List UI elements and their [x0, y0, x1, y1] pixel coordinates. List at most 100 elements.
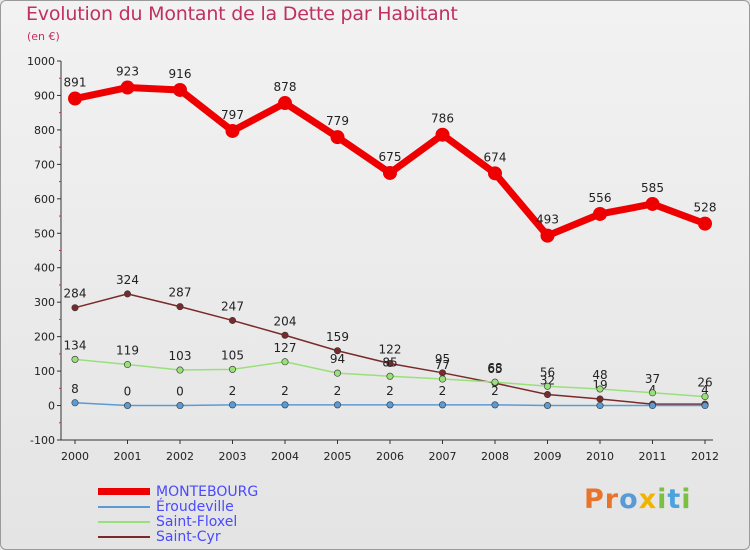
data-point-montebourg — [225, 123, 240, 138]
legend-label-eroudeville: Éroudeville — [156, 499, 234, 515]
data-point-saint-floxel — [71, 355, 79, 363]
legend-swatch-eroudeville — [98, 506, 150, 508]
legend-swatch-montebourg — [98, 488, 150, 495]
data-label-eroudeville: 2 — [281, 384, 289, 398]
data-point-saint-cyr — [71, 304, 79, 312]
y-tick-label: -100 — [30, 434, 55, 447]
data-point-eroudeville — [438, 401, 446, 409]
data-label-montebourg: 674 — [484, 150, 507, 164]
data-label-saint-floxel: 119 — [116, 344, 139, 358]
data-point-saint-cyr — [124, 290, 132, 298]
data-label-saint-cyr: 204 — [274, 314, 297, 328]
logo-letter: i — [681, 484, 692, 515]
data-label-saint-floxel: 48 — [592, 368, 607, 382]
logo-letter: P — [584, 484, 605, 515]
y-tick-label: 100 — [34, 365, 55, 378]
data-label-eroudeville: 0 — [124, 385, 132, 399]
chart-subtitle: (en €) — [27, 30, 60, 43]
data-point-saint-floxel — [176, 366, 184, 374]
data-point-saint-cyr — [176, 303, 184, 311]
data-label-montebourg: 797 — [221, 108, 244, 122]
data-point-saint-cyr — [596, 395, 604, 403]
data-label-montebourg: 585 — [641, 181, 664, 195]
x-tick-label: 2005 — [324, 450, 352, 463]
data-point-montebourg — [120, 80, 135, 95]
data-point-montebourg — [330, 130, 345, 145]
data-point-eroudeville — [701, 402, 709, 410]
data-label-saint-cyr: 95 — [435, 352, 450, 366]
data-label-eroudeville: 2 — [334, 384, 342, 398]
logo-letter: o — [619, 484, 639, 515]
data-point-montebourg — [698, 216, 712, 231]
data-label-saint-cyr: 159 — [326, 330, 349, 344]
data-point-saint-floxel — [333, 369, 341, 377]
data-label-saint-cyr: 324 — [116, 273, 139, 287]
x-tick-label: 2009 — [534, 450, 562, 463]
data-label-montebourg: 916 — [169, 67, 192, 81]
logo-letter: x — [638, 484, 658, 515]
data-label-montebourg: 878 — [274, 80, 297, 94]
data-label-saint-floxel: 56 — [540, 365, 555, 379]
data-label-saint-cyr: 65 — [487, 362, 502, 376]
data-point-montebourg — [383, 165, 397, 180]
data-point-saint-floxel — [701, 393, 709, 401]
data-point-eroudeville — [229, 401, 237, 409]
data-point-montebourg — [278, 96, 292, 111]
data-point-montebourg — [173, 82, 187, 97]
data-label-saint-cyr: 287 — [169, 286, 192, 300]
logo-letter: i — [657, 484, 668, 515]
logo-letter: r — [604, 484, 620, 515]
x-tick-label: 2001 — [114, 450, 142, 463]
data-point-saint-cyr — [543, 391, 551, 399]
data-point-saint-cyr — [333, 347, 341, 355]
data-label-saint-floxel: 68 — [487, 361, 502, 375]
y-tick-label: 300 — [34, 296, 55, 309]
x-tick-label: 2012 — [691, 450, 719, 463]
x-tick-label: 2004 — [271, 450, 299, 463]
data-label-saint-floxel: 105 — [221, 348, 244, 362]
data-point-eroudeville — [648, 402, 656, 410]
data-point-saint-floxel — [596, 385, 604, 393]
data-point-saint-cyr — [281, 331, 289, 339]
x-tick-label: 2011 — [639, 450, 667, 463]
data-label-eroudeville: 2 — [386, 384, 394, 398]
proxiti-logo: Proxiti — [584, 484, 692, 515]
data-point-saint-floxel — [229, 365, 237, 373]
data-label-saint-floxel: 103 — [169, 349, 192, 363]
x-tick-label: 2006 — [376, 450, 404, 463]
logo-letter: t — [667, 484, 682, 515]
legend-label-montebourg: MONTEBOURG — [156, 484, 259, 500]
data-point-eroudeville — [124, 402, 132, 410]
data-label-montebourg: 923 — [116, 65, 139, 79]
data-label-saint-floxel: 26 — [697, 376, 712, 390]
legend-label-saint-floxel: Saint-Floxel — [156, 514, 238, 530]
y-tick-label: 700 — [34, 158, 55, 171]
legend-swatch-saint-floxel — [98, 521, 150, 523]
data-point-saint-floxel — [386, 372, 394, 380]
x-tick-label: 2002 — [166, 450, 194, 463]
data-point-eroudeville — [71, 399, 79, 407]
data-point-saint-cyr — [229, 316, 237, 324]
data-point-montebourg — [68, 91, 82, 106]
x-tick-label: 2008 — [481, 450, 509, 463]
y-tick-label: 500 — [34, 227, 55, 240]
data-point-saint-floxel — [124, 361, 132, 369]
data-label-saint-floxel: 85 — [382, 355, 397, 369]
data-label-saint-floxel: 94 — [330, 352, 345, 366]
data-label-saint-floxel: 77 — [435, 358, 450, 372]
data-point-eroudeville — [543, 402, 551, 410]
x-tick-label: 2010 — [586, 450, 614, 463]
data-point-eroudeville — [491, 401, 499, 409]
data-label-eroudeville: 2 — [439, 384, 447, 398]
data-label-montebourg: 675 — [379, 150, 402, 164]
data-label-saint-cyr: 122 — [379, 343, 402, 357]
data-label-montebourg: 786 — [431, 112, 454, 126]
y-tick-label: 0 — [48, 400, 55, 413]
y-tick-label: 1000 — [27, 55, 55, 68]
data-label-saint-cyr: 32 — [540, 374, 555, 388]
data-point-eroudeville — [333, 401, 341, 409]
data-label-saint-floxel: 134 — [64, 338, 87, 352]
data-label-montebourg: 556 — [589, 191, 612, 205]
data-point-saint-cyr — [386, 360, 394, 368]
